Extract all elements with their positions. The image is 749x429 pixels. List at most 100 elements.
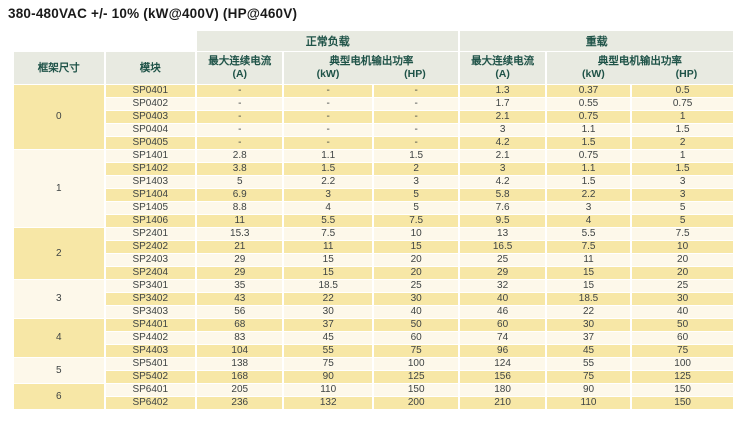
table-row: SP4403 104 55 75 96 45 75 (14, 345, 733, 357)
value-cell: 5 (632, 202, 733, 214)
value-cell: 1 (632, 111, 733, 123)
value-cell: 40 (460, 293, 545, 305)
value-cell: 168 (197, 371, 283, 383)
value-cell: 55 (284, 345, 372, 357)
value-cell: 45 (546, 345, 631, 357)
table-row: 6 SP6401 205 110 150 180 90 150 (14, 384, 733, 409)
module-cell: SP1402 (105, 163, 196, 175)
value-cell: 0.5 (632, 85, 733, 97)
max-current-label: 最大连续电流 (471, 55, 535, 67)
value-cell: 0.75 (632, 98, 733, 110)
module-cell: SP3403 (105, 306, 196, 318)
value-cell: 1.5 (373, 150, 459, 162)
value-cell: 90 (546, 384, 631, 396)
value-cell: 56 (197, 306, 283, 318)
value-cell: 1.1 (546, 163, 631, 175)
module-cell: SP4402 (105, 332, 196, 344)
value-cell: 15.3 (197, 228, 283, 240)
value-cell: - (284, 111, 372, 123)
value-cell: 5 (373, 189, 459, 201)
value-cell: 7.5 (373, 215, 459, 227)
module-cell: SP4403 (105, 345, 196, 357)
value-cell: 150 (373, 384, 459, 396)
header-row-columns: 框架尺寸 模块 最大连续电流 (A) 典型电机输出功率 (kW) (HP) 最大… (14, 52, 733, 84)
typical-power-label: 典型电机输出功率 (597, 55, 682, 67)
header-normal-max-current: 最大连续电流 (A) (197, 52, 283, 84)
value-cell: - (284, 124, 372, 136)
value-cell: 32 (460, 280, 545, 292)
value-cell: 18.5 (284, 280, 372, 292)
value-cell: 75 (546, 371, 631, 383)
table-row: SP2403 29 15 20 25 11 20 (14, 254, 733, 266)
frame-size-cell: 3 (14, 280, 104, 318)
value-cell: 4 (546, 215, 631, 227)
value-cell: 30 (284, 306, 372, 318)
frame-size-cell: 0 (14, 85, 104, 149)
value-cell: 1 (632, 150, 733, 162)
value-cell: 40 (632, 306, 733, 318)
value-cell: 5.5 (284, 215, 372, 227)
kw-unit-label: (kW) (316, 68, 340, 80)
module-cell: SP6401 (105, 384, 196, 396)
value-cell: - (197, 98, 283, 110)
value-cell: 3 (284, 189, 372, 201)
value-cell: 2.2 (284, 176, 372, 188)
value-cell: 0.75 (546, 150, 631, 162)
value-cell: 1.7 (460, 98, 545, 110)
value-cell: 1.5 (546, 137, 631, 149)
value-cell: 50 (632, 319, 733, 331)
value-cell: 2 (373, 163, 459, 175)
value-cell: 11 (197, 215, 283, 227)
value-cell: 75 (284, 358, 372, 370)
module-cell: SP2402 (105, 241, 196, 253)
value-cell: 3 (373, 176, 459, 188)
value-cell: 29 (197, 267, 283, 279)
value-cell: 96 (460, 345, 545, 357)
table-row: SP0405- - -4.2 1.5 2 (14, 137, 733, 149)
value-cell: 104 (197, 345, 283, 357)
table-row: SP4402 83 45 60 74 37 60 (14, 332, 733, 344)
module-cell: SP1403 (105, 176, 196, 188)
value-cell: 20 (632, 267, 733, 279)
value-cell: 3 (632, 189, 733, 201)
value-cell: - (373, 124, 459, 136)
value-cell: 3.8 (197, 163, 283, 175)
page-title: 380-480VAC +/- 10% (kW@400V) (HP@460V) (8, 6, 298, 21)
value-cell: 83 (197, 332, 283, 344)
value-cell: 0.37 (546, 85, 631, 97)
table-row: SP0402- - -1.7 0.55 0.75 (14, 98, 733, 110)
value-cell: 205 (197, 384, 283, 396)
value-cell: 5 (632, 215, 733, 227)
module-cell: SP6402 (105, 397, 196, 409)
value-cell: 3 (546, 202, 631, 214)
value-cell: 15 (373, 241, 459, 253)
value-cell: 5.5 (546, 228, 631, 240)
value-cell: 150 (632, 397, 733, 409)
value-cell: 11 (284, 241, 372, 253)
value-cell: - (284, 137, 372, 149)
module-cell: SP1406 (105, 215, 196, 227)
value-cell: 30 (632, 293, 733, 305)
table-row: SP0404- - -3 1.1 1.5 (14, 124, 733, 136)
module-cell: SP1404 (105, 189, 196, 201)
value-cell: 40 (373, 306, 459, 318)
value-cell: 6.9 (197, 189, 283, 201)
value-cell: 1.3 (460, 85, 545, 97)
value-cell: 100 (373, 358, 459, 370)
table-row: SP1405 8.8 4 5 7.6 3 5 (14, 202, 733, 214)
value-cell: 5.8 (460, 189, 545, 201)
table-body: 0 SP0401- - -1.3 0.37 0.5 SP0402- - -1.7 0.55 0.75… (14, 85, 733, 409)
value-cell: 60 (373, 332, 459, 344)
current-unit-label: (A) (495, 68, 510, 80)
module-cell: SP5402 (105, 371, 196, 383)
header-blank-module (106, 31, 196, 51)
table-row: SP1404 6.9 3 5 5.8 2.2 3 (14, 189, 733, 201)
value-cell: 1.1 (284, 150, 372, 162)
value-cell: - (197, 111, 283, 123)
header-heavy-max-current: 最大连续电流 (A) (460, 52, 545, 84)
value-cell: 46 (460, 306, 545, 318)
value-cell: 30 (373, 293, 459, 305)
value-cell: 138 (197, 358, 283, 370)
module-cell: SP0404 (105, 124, 196, 136)
value-cell: - (197, 85, 283, 97)
